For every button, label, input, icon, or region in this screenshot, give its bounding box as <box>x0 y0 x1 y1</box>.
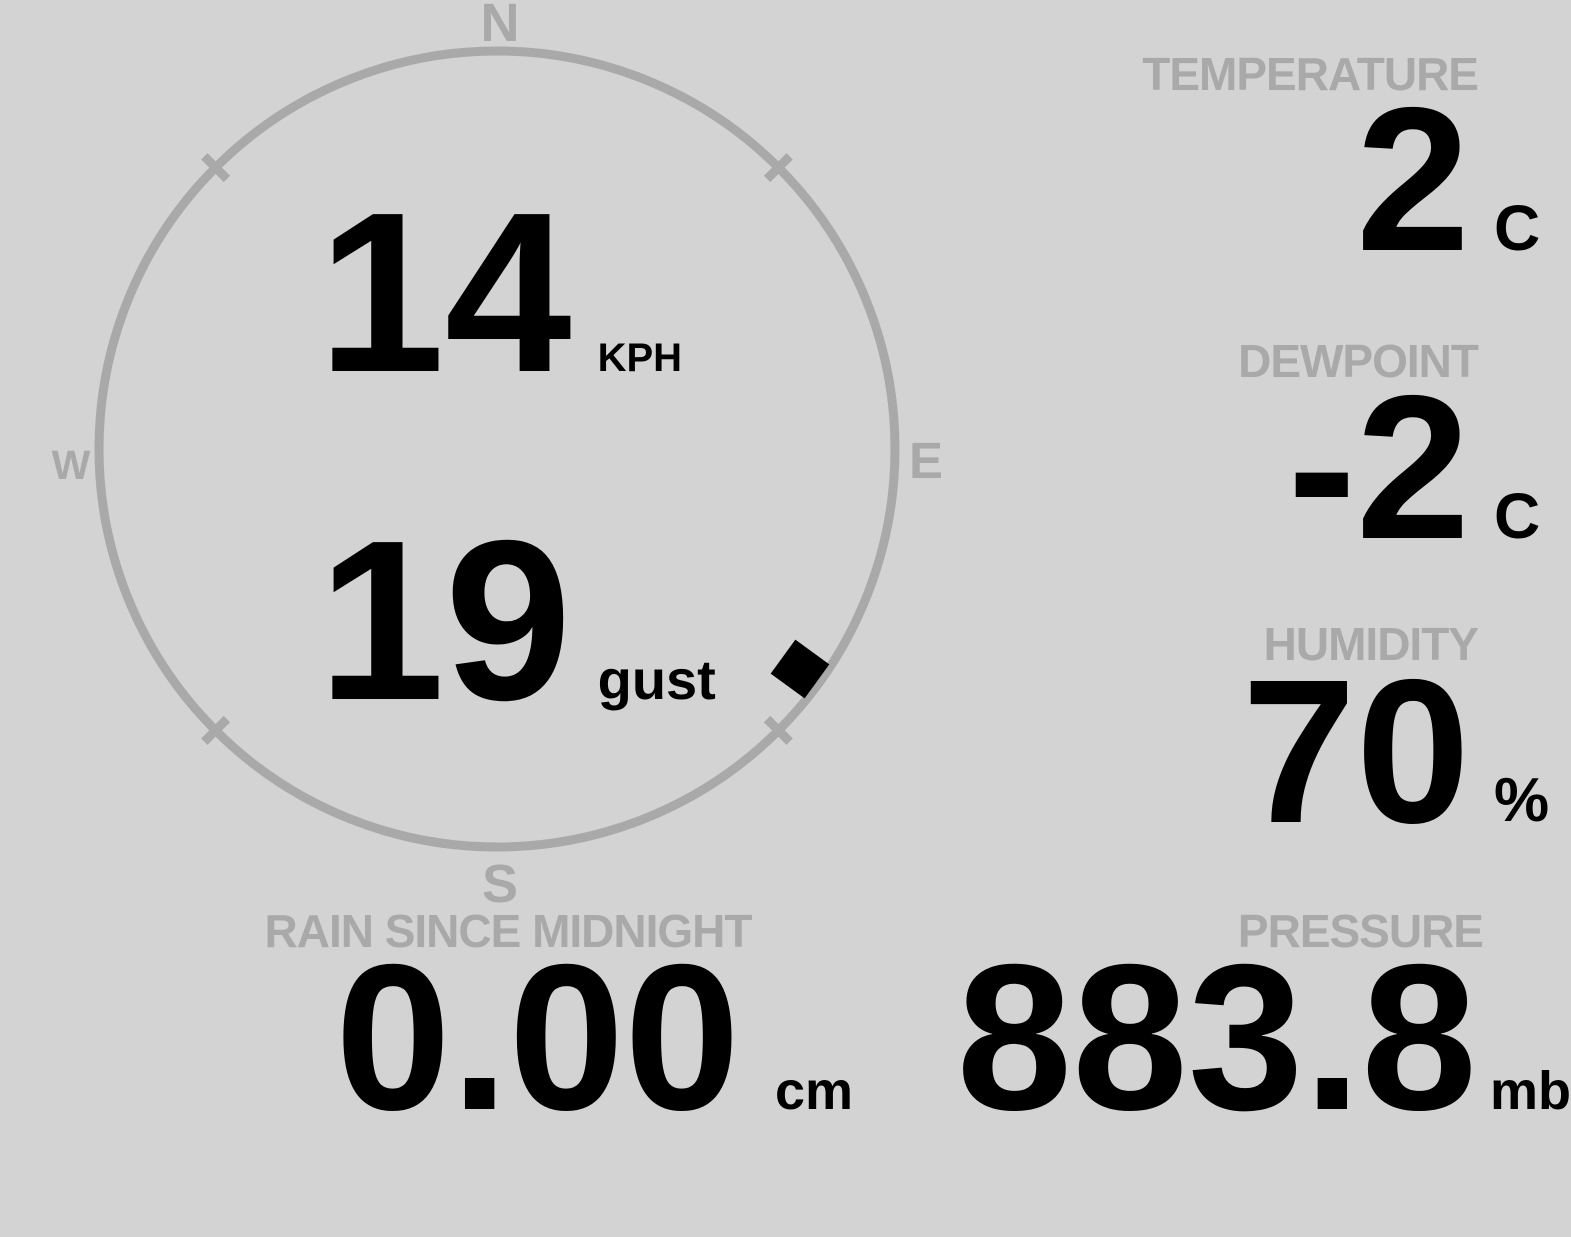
pressure-value: 883.8 <box>956 922 1477 1154</box>
compass-label-east: E <box>908 432 944 489</box>
wind-speed: 14 KPH <box>318 179 682 407</box>
compass-tick-nw <box>201 153 231 183</box>
compass-circle <box>94 46 900 852</box>
temperature-value: 2 <box>1355 65 1470 294</box>
rain-value: 0.00 <box>335 922 740 1154</box>
wind-speed-value: 14 <box>318 166 572 420</box>
wind-speed-unit: KPH <box>597 336 683 380</box>
rain-unit: cm <box>775 1061 854 1121</box>
dewpoint-label: DEWPOINT <box>1238 335 1479 387</box>
temperature-unit: C <box>1494 192 1541 264</box>
humidity-label: HUMIDITY <box>1263 618 1479 670</box>
compass-tick-sw <box>201 715 231 745</box>
temperature-label: TEMPERATURE <box>1142 48 1479 100</box>
dewpoint-unit: C <box>1494 480 1541 552</box>
compass-label-north: N <box>480 0 520 53</box>
wind-gust-unit: gust <box>597 648 716 711</box>
compass-tick-ne <box>763 153 793 183</box>
pressure-unit: mb <box>1490 1061 1571 1121</box>
rain-label: RAIN SINCE MIDNIGHT <box>264 905 753 957</box>
wind-gust: 19 gust <box>318 507 716 735</box>
pressure-label: PRESSURE <box>1237 905 1484 957</box>
humidity-unit: % <box>1494 766 1550 835</box>
compass-label-south: S <box>481 854 519 914</box>
compass-label-west: W <box>51 442 91 488</box>
wind-gust-value: 19 <box>318 494 572 748</box>
humidity-value: 70 <box>1241 637 1470 866</box>
dewpoint-value: -2 <box>1287 353 1470 582</box>
compass-tick-se <box>763 715 793 745</box>
